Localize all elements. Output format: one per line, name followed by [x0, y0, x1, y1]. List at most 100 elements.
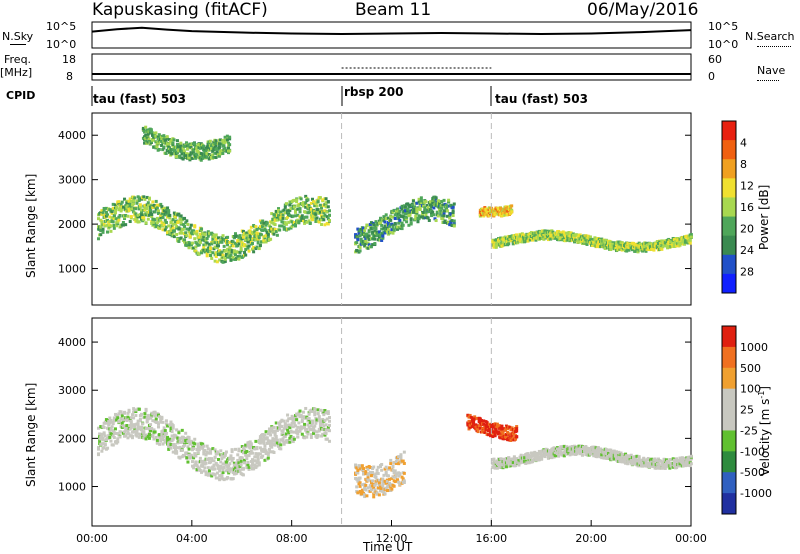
power-echo-cell	[193, 237, 197, 241]
velocity-echo-cell	[246, 460, 250, 464]
power-echo-cell	[209, 253, 213, 257]
power-echo-cell	[248, 231, 252, 235]
power-echo-cell	[104, 210, 108, 214]
power-echo-cell	[103, 224, 107, 228]
velocity-echo-cell	[358, 484, 362, 488]
power-echo-cell	[167, 224, 171, 228]
power-echo-cell	[289, 226, 293, 230]
power-echo-cell	[660, 247, 664, 251]
power-echo-cell	[405, 215, 409, 219]
velocity-echo-cell	[514, 437, 518, 441]
power-echo-cell	[309, 207, 313, 211]
power-echo-cell	[230, 249, 234, 253]
power-echo-cell	[173, 222, 177, 226]
velocity-echo-cell	[135, 431, 139, 435]
velocity-echo-cell	[286, 425, 290, 429]
power-echo-cell	[166, 206, 170, 210]
power-echo-cell	[270, 227, 274, 231]
power-echo-cell	[379, 233, 383, 237]
velocity-echo-cell	[210, 474, 214, 478]
velocity-echo-cell	[204, 461, 208, 465]
velocity-echo-cell	[204, 470, 208, 474]
velocity-echo-cell	[124, 434, 128, 438]
velocity-echo-cell	[303, 422, 307, 426]
velocity-echo-cell	[363, 485, 367, 489]
power-echo-cell	[306, 198, 310, 202]
velocity-echo-cell	[121, 424, 125, 428]
velocity-echo-cell	[299, 413, 303, 417]
power-echo-cell	[154, 131, 158, 135]
power-echo-cell	[111, 206, 115, 210]
velocity-echo-cell	[294, 424, 298, 428]
velocity-echo-cell	[231, 477, 235, 481]
velocity-echo-cell	[360, 468, 364, 472]
power-echo-cell	[643, 247, 647, 251]
velocity-echo-cell	[120, 412, 124, 416]
velocity-echo-cell	[374, 475, 378, 479]
power-echo-cell	[163, 228, 167, 232]
velocity-echo-cell	[267, 441, 271, 445]
power-echo-cell	[419, 196, 423, 200]
power-echo-cell	[208, 139, 212, 143]
velocity-echo-cell	[277, 444, 281, 448]
power-echo-cell	[362, 242, 366, 246]
power-echo-cell	[356, 238, 360, 242]
velocity-echo-cell	[482, 419, 486, 423]
power-echo-cell	[297, 221, 301, 225]
power-echo-cell	[385, 230, 389, 234]
power-echo-cell	[323, 209, 327, 213]
power-echo-cell	[445, 204, 449, 208]
power-echo-cell	[252, 232, 256, 236]
velocity-echo-cell	[364, 469, 368, 473]
power-echo-cell	[111, 208, 115, 212]
power-echo-cell	[200, 227, 204, 231]
power-echo-cell	[162, 145, 166, 149]
velocity-echo-cell	[515, 435, 519, 439]
power-echo-cell	[274, 230, 278, 234]
velocity-echo-cell	[282, 442, 286, 446]
power-echo-cell	[357, 230, 361, 234]
velocity-echo-cell	[316, 412, 320, 416]
velocity-echo-cell	[125, 417, 129, 421]
power-echo-cell	[492, 245, 496, 249]
velocity-echo-cell	[360, 483, 364, 487]
velocity-echo-cell	[135, 429, 139, 433]
power-echo-cell	[294, 214, 298, 218]
power-echo-cell	[189, 243, 193, 247]
velocity-echo-cell	[144, 437, 148, 441]
velocity-echo-cell	[540, 457, 544, 461]
power-echo-cell	[100, 220, 104, 224]
velocity-echo-cell	[211, 447, 215, 451]
power-echo-cell	[689, 233, 693, 237]
freq-unit-label: [MHz]	[0, 66, 33, 79]
velocity-echo-cell	[298, 409, 302, 413]
velocity-echo-cell	[492, 430, 496, 434]
power-echo-cell	[171, 222, 175, 226]
power-echo-cell	[136, 213, 140, 217]
velocity-echo-cell	[201, 462, 205, 466]
power-echo-cell	[436, 214, 440, 218]
power-echo-cell	[391, 215, 395, 219]
velocity-echo-cell	[610, 457, 614, 461]
power-echo-cell	[296, 207, 300, 211]
nsky-label: N.Sky	[2, 30, 34, 43]
velocity-echo-cell	[143, 415, 147, 419]
power-echo-cell	[452, 202, 456, 206]
power-echo-cell	[134, 212, 138, 216]
velocity-echo-cell	[108, 435, 112, 439]
velocity-echo-cell	[326, 410, 330, 414]
velocity-echo-cell	[269, 450, 273, 454]
velocity-echo-cell	[194, 460, 198, 464]
velocity-echo-cell	[107, 423, 111, 427]
power-echo-cell	[292, 198, 296, 202]
power-echo-cell	[411, 199, 415, 203]
velocity-echo-cell	[383, 492, 387, 496]
power-echo-cell	[307, 219, 311, 223]
power-echo-cell	[438, 202, 442, 206]
velocity-echo-cell	[283, 435, 287, 439]
velocity-echo-cell	[266, 451, 270, 455]
velocity-echo-cell	[202, 469, 206, 473]
power-echo-cell	[595, 244, 599, 248]
power-echo-cell	[213, 259, 217, 263]
velocity-echo-cell	[290, 417, 294, 421]
